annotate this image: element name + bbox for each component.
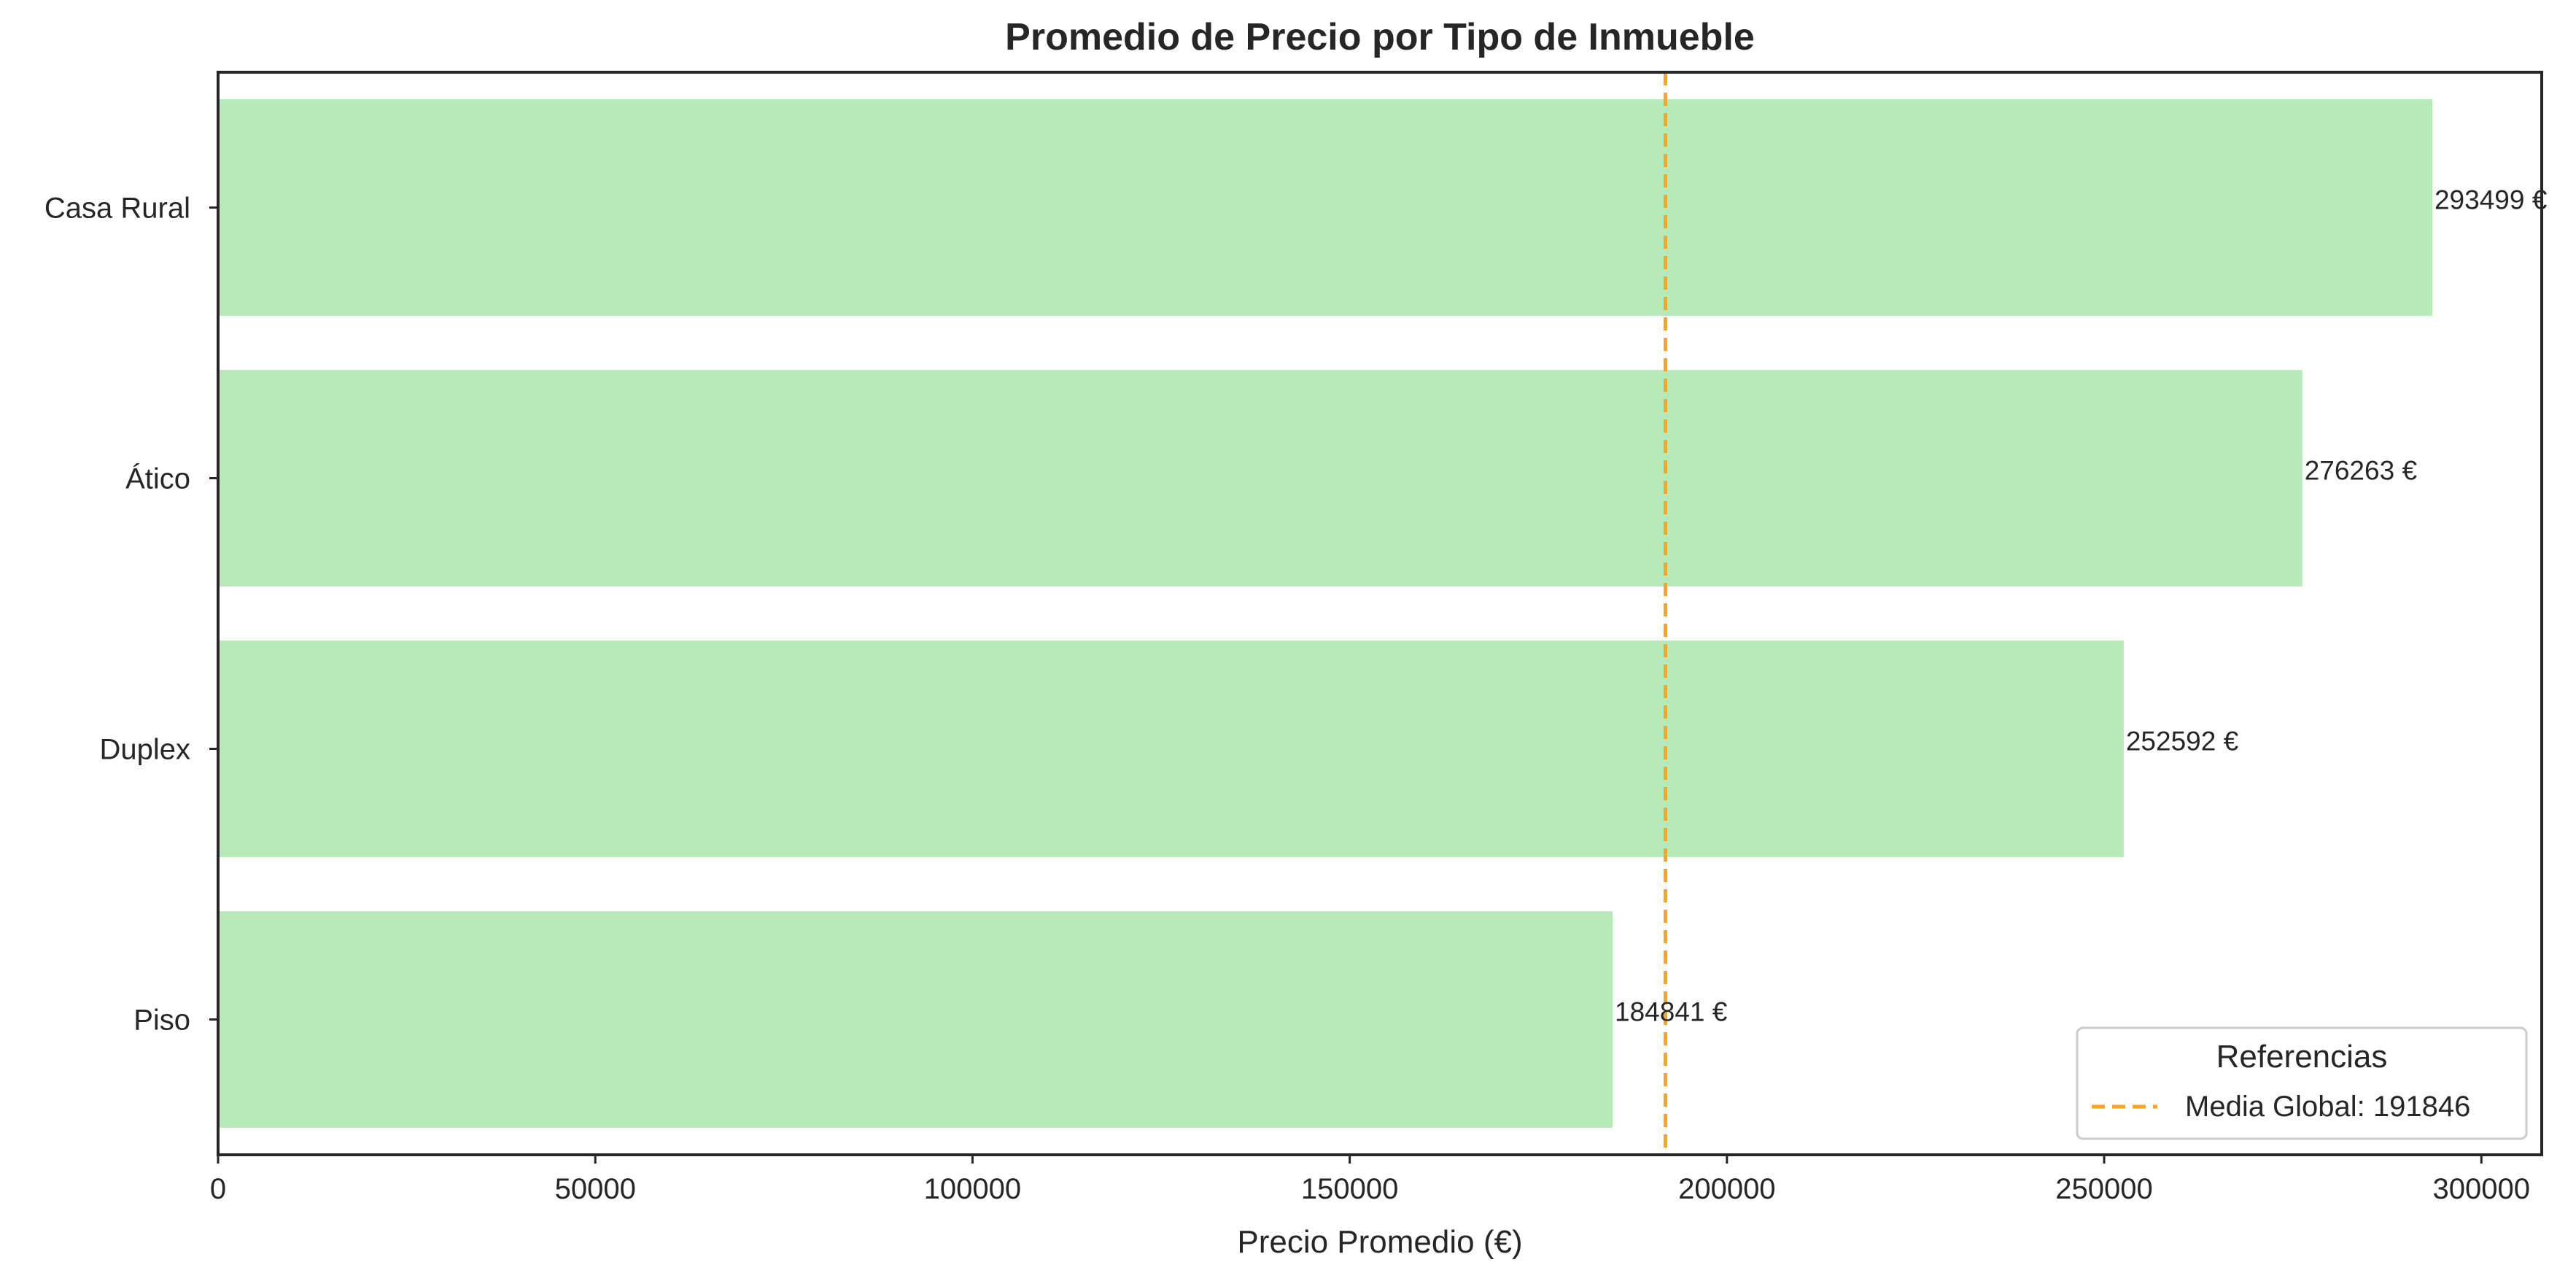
bar-duplex — [218, 640, 2124, 857]
legend-title: Referencias — [2216, 1039, 2388, 1075]
bar-casa-rural — [218, 99, 2432, 316]
x-tick-label-50000: 50000 — [555, 1173, 636, 1205]
data-label-atico: 276263 € — [2305, 456, 2418, 486]
legend-entry-label: Media Global: 191846 — [2185, 1091, 2470, 1123]
x-axis-label: Precio Promedio (€) — [1237, 1224, 1522, 1260]
legend: Referencias Media Global: 191846 — [2076, 1026, 2528, 1140]
chart-title: Promedio de Precio por Tipo de Inmueble — [1005, 16, 1755, 58]
plot-frame — [217, 71, 2543, 1156]
data-label-piso: 184841 € — [1615, 997, 1728, 1027]
legend-box — [2076, 1026, 2528, 1140]
x-tick-label-100000: 100000 — [924, 1173, 1021, 1205]
x-tick-label-150000: 150000 — [1301, 1173, 1398, 1205]
y-tick-label-casa-rural: Casa Rural — [44, 193, 190, 225]
bar-piso — [218, 911, 1613, 1128]
y-tick-label-piso: Piso — [133, 1005, 190, 1037]
bar-atico — [218, 370, 2303, 587]
x-tick-label-200000: 200000 — [1678, 1173, 1775, 1205]
x-tick-label-0: 0 — [210, 1173, 226, 1205]
data-label-casa-rural: 293499 € — [2435, 185, 2548, 215]
x-tick-labels: 0 50000 100000 150000 200000 250000 300000 — [210, 1155, 2530, 1205]
x-tick-label-250000: 250000 — [2055, 1173, 2152, 1205]
y-tick-labels: Casa Rural Ático Duplex Piso — [44, 193, 218, 1037]
data-labels: 293499 € 276263 € 252592 € 184841 € — [1615, 185, 2548, 1027]
y-tick-label-atico: Ático — [125, 463, 190, 495]
y-tick-label-duplex: Duplex — [99, 734, 190, 766]
data-label-duplex: 252592 € — [2126, 727, 2239, 756]
x-tick-label-300000: 300000 — [2433, 1173, 2530, 1205]
bars-layer — [218, 99, 2432, 1128]
